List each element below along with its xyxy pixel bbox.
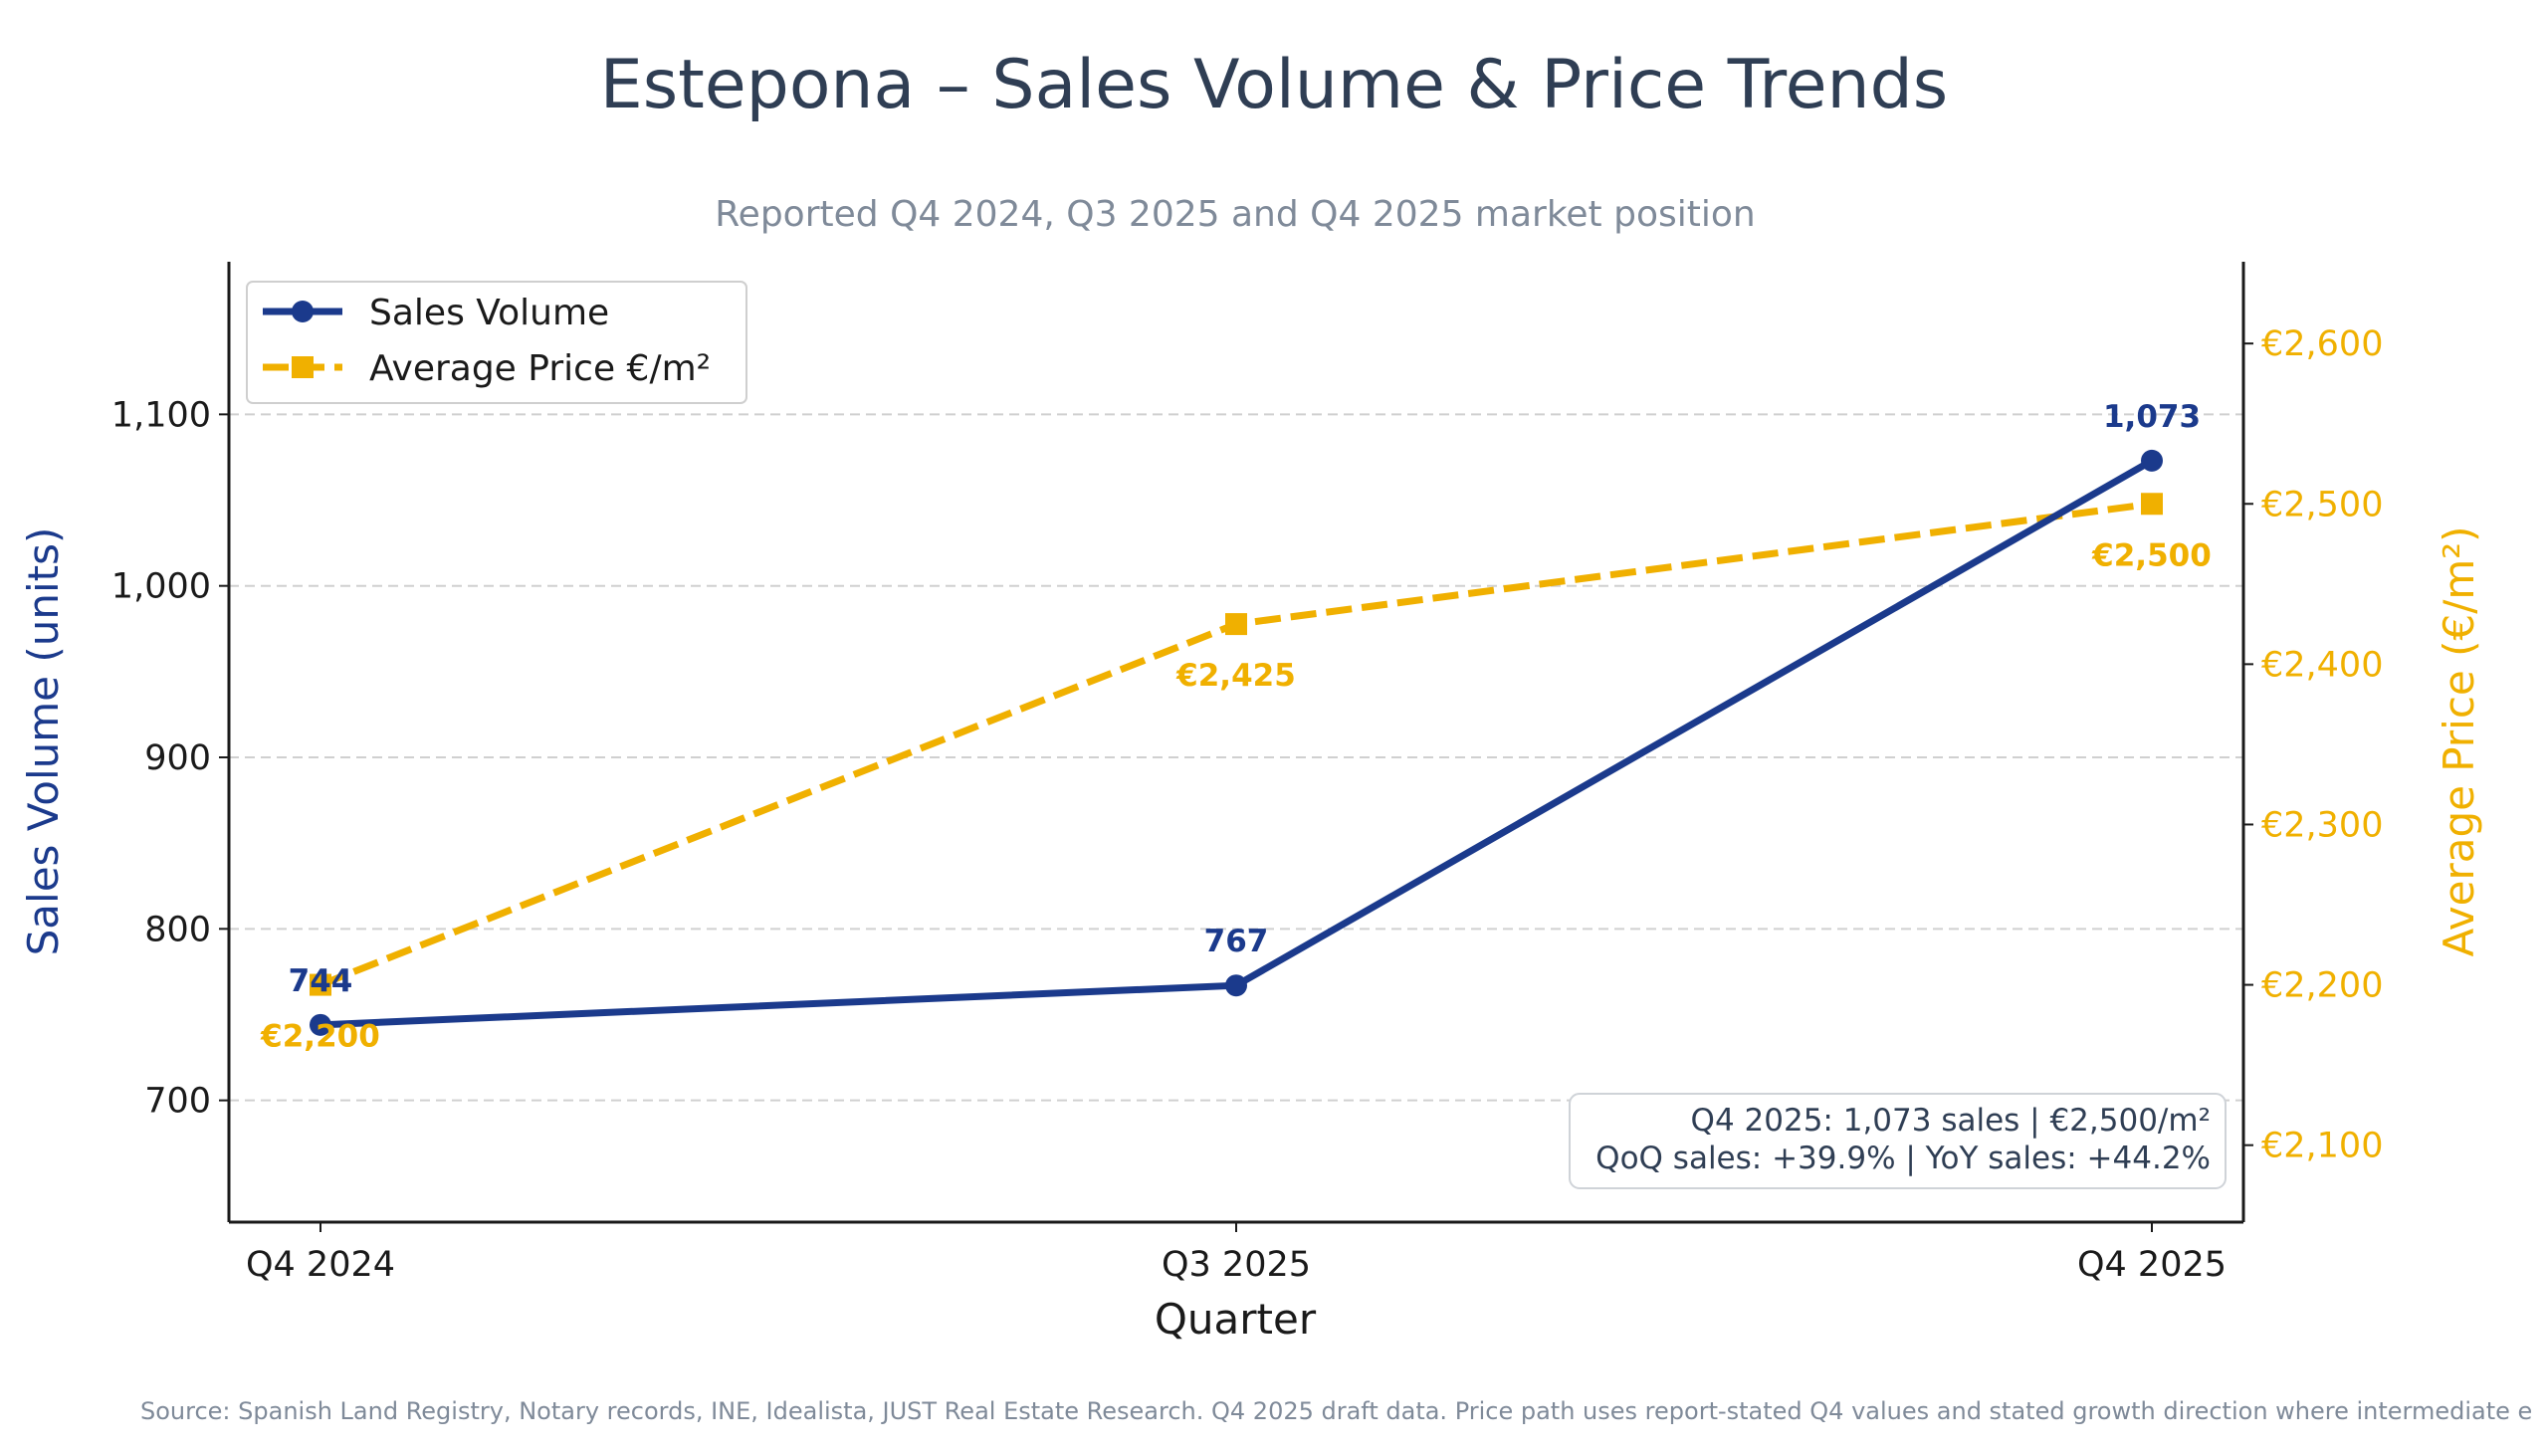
legend-sales-marker (292, 301, 314, 322)
y-tick-label-left: 800 (144, 910, 211, 949)
legend: Sales Volume Average Price €/m² (246, 281, 747, 404)
y-tick-label-right: €2,300 (2261, 805, 2383, 845)
y-tick-label-right: €2,200 (2261, 966, 2383, 1006)
axes: 700 800 900 1,000 1,100 €2,100 €2,200 €2,300 €2,… (111, 262, 2383, 1285)
y-tick-label-left: 700 (144, 1082, 211, 1122)
sales-data-label: 1,073 (2103, 399, 2201, 435)
y-axis-label-right: Average Price (€/m²) (2435, 525, 2483, 956)
sales-data-label: 744 (289, 963, 353, 999)
data-labels: 744 767 1,073 €2,200 €2,425 €2,500 (260, 399, 2212, 1055)
source-footer: Source: Spanish Land Registry, Notary re… (140, 1397, 2532, 1425)
legend-price-marker (292, 356, 314, 378)
sales-point (1225, 974, 1247, 997)
price-data-label: €2,425 (1175, 658, 1296, 694)
x-tick-label: Q4 2025 (2077, 1245, 2227, 1285)
gridlines (229, 413, 2243, 1102)
annotation-frame (1569, 1093, 2227, 1189)
x-tick-label: Q4 2024 (246, 1245, 395, 1285)
y-tick-label-right: €2,600 (2261, 324, 2383, 364)
y-tick-label-right: €2,100 (2261, 1127, 2383, 1166)
x-tick-label: Q3 2025 (1162, 1245, 1311, 1285)
price-data-label: €2,500 (2091, 537, 2212, 573)
price-line (318, 500, 2153, 988)
price-point (1225, 613, 1247, 636)
legend-price-label: Average Price €/m² (369, 348, 711, 389)
y-axis-label-left: Sales Volume (units) (19, 527, 68, 956)
series-lines (310, 449, 2163, 1036)
annotation-line-2: QoQ sales: +39.9% | YoY sales: +44.2% (1595, 1141, 2211, 1176)
chart-subtitle: Reported Q4 2024, Q3 2025 and Q4 2025 ma… (715, 194, 1755, 235)
y-tick-label-left: 1,000 (111, 567, 211, 607)
annotation-box: Q4 2025: 1,073 sales | €2,500/m² QoQ sal… (1569, 1093, 2227, 1189)
chart-title: Estepona – Sales Volume & Price Trends (600, 46, 1948, 124)
annotation-line-1: Q4 2025: 1,073 sales | €2,500/m² (1691, 1103, 2211, 1139)
y-tick-label-left: 1,100 (111, 395, 211, 435)
price-point (2141, 493, 2163, 516)
legend-box (246, 281, 747, 404)
price-point (310, 973, 331, 996)
sales-data-label: 767 (1204, 924, 1269, 959)
sales-point (310, 1013, 331, 1036)
legend-sales-label: Sales Volume (369, 293, 609, 333)
y-tick-label-right: €2,400 (2261, 645, 2383, 685)
y-tick-label-left: 900 (144, 738, 211, 778)
sales-point (2141, 449, 2163, 472)
y-tick-label-right: €2,500 (2261, 485, 2383, 524)
x-axis-label: Quarter (1155, 1295, 1317, 1344)
price-data-label: €2,200 (260, 1019, 380, 1055)
